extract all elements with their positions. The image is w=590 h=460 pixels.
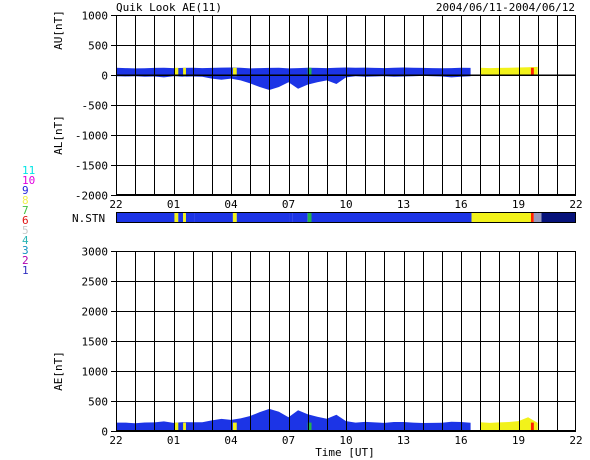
ae-end-band — [530, 422, 534, 431]
ae-y-ticks: 3000 2500 2000 1500 1000 500 0 — [82, 246, 109, 439]
n-stn-segment — [541, 212, 576, 223]
au-al-x-ticks: 22 01 04 07 10 13 16 19 22 — [109, 198, 582, 211]
y-tick-label: 3000 — [82, 246, 109, 259]
x-tick-label: 22 — [569, 198, 582, 211]
y-tick-label: 0 — [101, 70, 108, 83]
x-tick-label: 16 — [454, 198, 467, 211]
n-stn-segment — [178, 212, 184, 223]
n-stn-segment — [194, 212, 233, 223]
au-series-main — [116, 67, 471, 75]
y-tick-label: 500 — [88, 40, 108, 53]
legend-label-6: 6 — [22, 214, 29, 227]
x-tick-label: 07 — [282, 434, 295, 447]
y-tick-label: -500 — [82, 100, 109, 113]
y-tick-label: 1000 — [82, 10, 109, 23]
n-stn-segment — [183, 212, 186, 223]
y-tick-label: 1500 — [82, 336, 109, 349]
au-axis-label: AU[nT] — [52, 10, 65, 50]
ae-series-alt — [480, 417, 538, 431]
legend-label-5: 5 — [22, 224, 29, 237]
n-stn-frame — [116, 212, 576, 223]
date-range: 2004/06/11-2004/06/12 — [436, 1, 575, 14]
n-stn-segment — [289, 212, 293, 223]
x-tick-label: 01 — [167, 198, 180, 211]
x-tick-label: 04 — [224, 434, 238, 447]
y-tick-label: 0 — [101, 426, 108, 439]
y-tick-label: 2000 — [82, 306, 109, 319]
x-axis-label: Time [UT] — [315, 446, 375, 459]
n-stn-label: N.STN — [72, 212, 105, 225]
ae-panel: 3000 2500 2000 1500 1000 500 0 22 01 04 07 10 13 16 1… — [52, 246, 583, 460]
au-al-y-ticks: 1000 500 0 -500 -1000 -1500 -2000 — [75, 10, 108, 203]
al-series-main — [116, 75, 471, 90]
y-tick-label: -1000 — [75, 130, 108, 143]
au-al-end-band — [530, 67, 534, 75]
ae-x-ticks: 22 01 04 07 10 13 16 19 22 — [109, 434, 582, 447]
ae-series-main — [116, 408, 471, 431]
legend-label-3: 3 — [22, 244, 29, 257]
x-tick-label: 07 — [282, 198, 295, 211]
au-al-band — [183, 67, 186, 77]
legend-label-8: 8 — [22, 194, 29, 207]
legend-label-9: 9 — [22, 184, 29, 197]
x-tick-label: 19 — [512, 434, 525, 447]
ae-band — [183, 422, 186, 431]
legend-label-10: 10 — [22, 174, 35, 187]
legend-label-1: 1 — [22, 264, 29, 277]
legend-label-4: 4 — [22, 234, 29, 247]
au-al-panel: 1000 500 0 -500 -1000 -1500 -2000 22 01 04 07 10 13… — [52, 10, 583, 212]
n-stn-segment — [311, 212, 472, 223]
au-al-grid — [111, 15, 576, 196]
legend-label-2: 2 — [22, 254, 29, 267]
x-tick-label: 01 — [167, 434, 180, 447]
ae-band — [307, 422, 312, 431]
x-tick-label: 13 — [397, 198, 410, 211]
au-al-band — [232, 67, 237, 77]
x-tick-label: 22 — [109, 198, 122, 211]
n-stn-segment — [185, 212, 195, 223]
n-stn-segment — [471, 212, 531, 223]
x-tick-label: 16 — [454, 434, 467, 447]
n-stn-bar: N.STN — [72, 212, 576, 225]
n-stn-segment — [116, 212, 175, 223]
legend-label-7: 7 — [22, 204, 29, 217]
y-tick-label: -1500 — [75, 160, 108, 173]
x-tick-label: 19 — [512, 198, 525, 211]
y-tick-label: -2000 — [75, 190, 108, 203]
y-tick-label: 2500 — [82, 276, 109, 289]
y-tick-label: 500 — [88, 396, 108, 409]
ae-series — [116, 408, 538, 431]
al-axis-label: AL[nT] — [52, 115, 65, 155]
x-tick-label: 04 — [224, 198, 238, 211]
au-al-band — [174, 67, 179, 77]
x-tick-label: 13 — [397, 434, 410, 447]
chart-title: Quik Look AE(11) — [116, 1, 222, 14]
legend-label-11: 11 — [22, 164, 35, 177]
au-series-alt — [480, 66, 538, 75]
x-tick-label: 10 — [339, 198, 352, 211]
n-stn-segment — [292, 212, 308, 223]
x-tick-label: 10 — [339, 434, 352, 447]
ae-axis-label: AE[nT] — [52, 351, 65, 391]
n-stn-segment — [307, 212, 312, 223]
ae-frame — [116, 251, 576, 431]
n-stn-segment — [530, 212, 534, 223]
x-tick-label: 22 — [569, 434, 582, 447]
n-stn-segment — [174, 212, 179, 223]
n-stn-segments — [116, 212, 576, 223]
n-stn-segment — [232, 212, 237, 223]
ae-grid — [111, 251, 576, 432]
x-tick-label: 22 — [109, 434, 122, 447]
n-stn-segment — [533, 212, 542, 223]
au-al-frame — [116, 15, 576, 195]
n-stn-segment — [236, 212, 290, 223]
ae-band — [232, 422, 237, 431]
ae-band — [174, 422, 179, 431]
y-tick-label: 1000 — [82, 366, 109, 379]
au-al-band — [307, 67, 312, 77]
